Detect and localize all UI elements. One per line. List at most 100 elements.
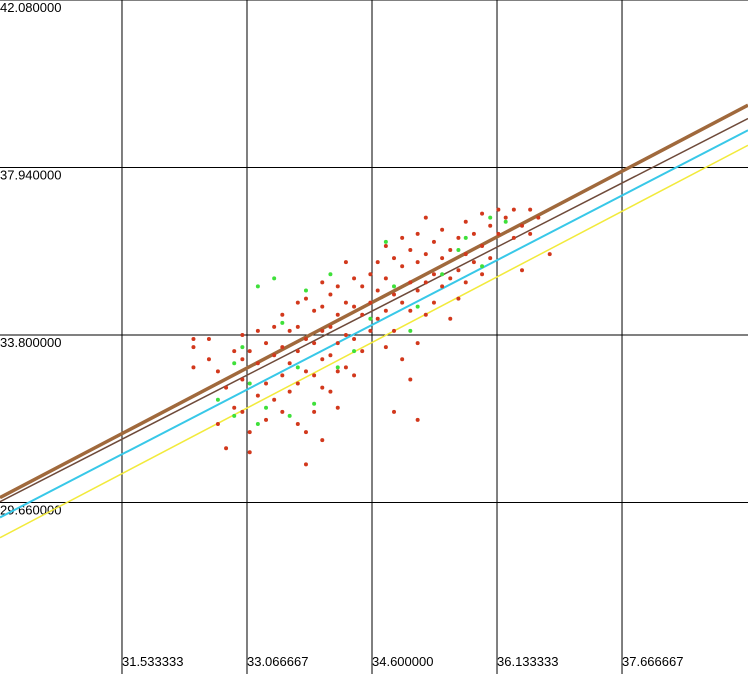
scatter-point [408,248,413,253]
scatter-point [335,284,340,289]
scatter-point [352,373,357,378]
scatter-point [352,276,357,281]
scatter-point [503,215,508,220]
scatter-point [392,256,397,261]
scatter-point [335,365,340,370]
scatter-point [247,450,252,455]
scatter-point [280,409,285,414]
scatter-point [255,421,260,426]
scatter-point [206,357,211,362]
scatter-point [423,312,428,317]
scatter-point [463,235,468,240]
scatter-point [448,316,453,321]
scatter-point [328,324,333,329]
scatter-point [400,235,405,240]
scatter-point [448,276,453,281]
scatter-point [392,292,397,297]
scatter-point [295,324,300,329]
scatter-point [471,260,476,265]
scatter-point [360,284,365,289]
scatter-point [240,409,245,414]
scatter-point [303,337,308,342]
scatter-point [415,231,420,236]
scatter-point [240,332,245,337]
scatter-point [240,357,245,362]
scatter-point [528,231,533,236]
scatter-point [335,369,340,374]
scatter-point [415,260,420,265]
scatter-point [287,328,292,333]
scatter-point [431,300,436,305]
x-tick-label: 36.133333 [497,654,558,669]
scatter-point [423,252,428,257]
scatter-point [343,365,348,370]
scatter-point [206,337,211,342]
scatter-point [383,239,388,244]
scatter-point [287,361,292,366]
scatter-point [375,316,380,321]
scatter-point [295,365,300,370]
scatter-point [335,405,340,410]
scatter-point [463,219,468,224]
scatter-point [528,207,533,212]
scatter-point [247,430,252,435]
scatter-point [415,341,420,346]
scatter-point [520,223,525,228]
scatter-point [511,235,516,240]
scatter-point [320,328,325,333]
scatter-point [320,438,325,443]
y-tick-label: 42.080000 [0,0,61,15]
regression-line [0,144,748,539]
scatter-point [303,296,308,301]
scatter-point [400,264,405,269]
scatter-point [400,357,405,362]
scatter-point [440,256,445,261]
regression-line [0,129,748,519]
scatter-point [255,328,260,333]
scatter-point [312,373,317,378]
scatter-point [328,389,333,394]
scatter-point [520,268,525,273]
scatter-point [272,324,277,329]
scatter-point [456,296,461,301]
scatter-point [272,397,277,402]
scatter-point [335,312,340,317]
scatter-point [264,405,269,410]
scatter-point [352,304,357,309]
scatter-point [496,231,501,236]
x-tick-label: 31.533333 [122,654,183,669]
scatter-point [232,413,237,418]
scatter-point [503,219,508,224]
scatter-point [191,337,196,342]
scatter-point [232,361,237,366]
scatter-point [383,276,388,281]
x-tick-label: 33.066667 [247,654,308,669]
scatter-point [360,349,365,354]
scatter-point [295,421,300,426]
scatter-point [431,272,436,277]
scatter-point [463,280,468,285]
scatter-point [343,260,348,265]
scatter-point [423,215,428,220]
scatter-point [255,393,260,398]
scatter-point [480,264,485,269]
scatter-point [280,312,285,317]
scatter-point [383,345,388,350]
scatter-point [488,223,493,228]
scatter-point [215,369,220,374]
scatter-point [343,332,348,337]
scatter-point [408,308,413,313]
scatter-point [456,248,461,253]
scatter-point [280,345,285,350]
scatter-point [280,320,285,325]
scatter-point [287,389,292,394]
x-tick-label: 37.666667 [622,654,683,669]
scatter-point [255,361,260,366]
scatter-point [312,401,317,406]
scatter-point [303,430,308,435]
scatter-point [328,292,333,297]
scatter-point [496,207,501,212]
scatter-point [440,272,445,277]
